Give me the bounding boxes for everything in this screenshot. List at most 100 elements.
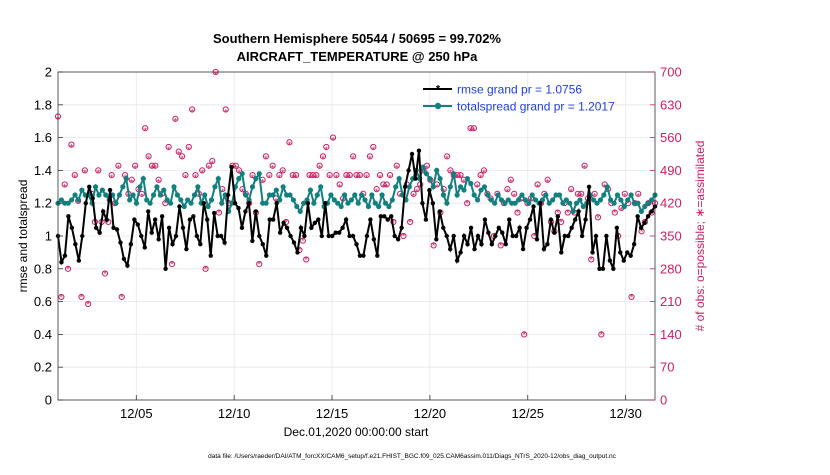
- obs-assimilated-point: *: [140, 192, 144, 202]
- spread-point: [123, 176, 129, 182]
- obs-possible-point: [262, 153, 270, 160]
- obs-possible-point: [470, 125, 477, 132]
- rmse-point: [395, 237, 401, 242]
- obs-assimilated-point: *: [445, 154, 449, 164]
- obs-assimilated-point: *: [412, 192, 416, 202]
- obs-assimilated-point: *: [335, 173, 339, 183]
- obs-possible-point: [329, 134, 337, 141]
- rmse-point: [90, 196, 95, 201]
- obs-assimilated-point: *: [455, 173, 459, 183]
- obs-assimilated-point: *: [331, 135, 335, 145]
- obs-assimilated-point: *: [590, 255, 594, 265]
- obs-assimilated-point: *: [623, 192, 627, 202]
- rmse-point: [100, 209, 106, 214]
- spread-point: [239, 171, 245, 177]
- spread-point: [69, 197, 75, 203]
- rmse-point: [413, 176, 418, 181]
- spread-point: [335, 200, 341, 206]
- rmse-point: [205, 217, 210, 222]
- spread-point: [451, 171, 457, 177]
- rmse-point: [625, 250, 630, 255]
- rmse-point: [507, 217, 512, 222]
- obs-assimilated-point: *: [288, 140, 292, 150]
- rmse-point: [177, 204, 182, 209]
- spread-point: [341, 192, 348, 198]
- obs-possible-point: [168, 261, 176, 268]
- obs-assimilated-point: *: [402, 232, 406, 242]
- rmse-point: [534, 237, 540, 242]
- obs-assimilated-point: *: [372, 145, 376, 155]
- obs-possible-point: [504, 186, 511, 193]
- obs-possible-point: [511, 190, 518, 197]
- rmse-point: [385, 217, 390, 222]
- chart-title: Southern Hemisphere 50544 / 50695 = 99.7…: [213, 31, 501, 46]
- spread-point: [280, 184, 286, 190]
- rmse-point: [465, 242, 470, 247]
- obs-assimilated-point: *: [620, 206, 624, 216]
- spread-point: [202, 192, 208, 198]
- spread-point: [447, 184, 453, 190]
- spread-point: [389, 197, 395, 203]
- spread-point: [99, 187, 105, 193]
- obs-possible-point: [480, 167, 488, 174]
- rmse-point: [270, 217, 276, 222]
- rmse-point: [343, 217, 349, 222]
- rmse-point: [427, 187, 432, 193]
- spread-point: [546, 200, 552, 206]
- spread-point: [430, 184, 436, 190]
- rmse-point: [152, 217, 158, 222]
- rmse-point: [156, 237, 161, 242]
- obs-possible-point: [182, 171, 189, 179]
- obs-possible-point: [78, 293, 85, 301]
- obs-possible-point: [95, 167, 102, 174]
- obs-assimilated-point: *: [593, 192, 597, 202]
- rmse-point: [378, 214, 383, 219]
- obs-possible-point: [621, 190, 628, 197]
- rmse-point: [402, 184, 408, 189]
- rmse-point: [104, 217, 109, 222]
- obs-possible-point: [142, 125, 149, 132]
- obs-possible-point: [209, 157, 216, 165]
- obs-assimilated-point: *: [475, 182, 479, 192]
- rmse-point: [545, 242, 550, 247]
- obs-possible-point: [514, 209, 521, 216]
- obs-possible-point: [303, 256, 310, 263]
- obs-assimilated-point: *: [385, 182, 389, 192]
- obs-possible-point: [316, 162, 323, 169]
- obs-assimilated-point: *: [425, 164, 429, 174]
- rmse-point: [645, 214, 651, 219]
- obs-assimilated-point: *: [579, 192, 583, 202]
- y-tick-label-right: 420: [660, 196, 682, 211]
- obs-assimilated-point: *: [345, 173, 349, 183]
- spread-point: [314, 192, 320, 198]
- obs-possible-point: [85, 300, 92, 308]
- rmse-point: [513, 233, 519, 239]
- x-tick-label: 12/10: [218, 406, 251, 421]
- obs-assimilated-point: *: [368, 154, 372, 164]
- rmse-point: [520, 246, 526, 252]
- obs-assimilated-point: *: [382, 182, 386, 192]
- spread-point: [611, 200, 617, 206]
- obs-assimilated-point: *: [449, 168, 453, 178]
- spread-point: [427, 176, 433, 182]
- obs-assimilated-point: *: [613, 208, 617, 218]
- spread-point: [297, 208, 303, 214]
- obs-assimilated-point: *: [76, 199, 80, 209]
- rmse-point: [586, 184, 592, 189]
- obs-assimilated-point: *: [536, 182, 540, 192]
- spread-point: [318, 184, 324, 190]
- obs-assimilated-point: *: [499, 241, 503, 251]
- rmse-point: [493, 233, 498, 239]
- spread-point: [355, 200, 361, 206]
- spread-point: [92, 184, 99, 190]
- rmse-point: [281, 220, 286, 226]
- rmse-point: [87, 184, 92, 189]
- rmse-point: [93, 225, 99, 230]
- obs-assimilated-point: *: [237, 168, 241, 178]
- spread-point: [127, 197, 133, 203]
- obs-assimilated-point: *: [465, 199, 469, 209]
- obs-possible-point: [61, 181, 68, 188]
- obs-assimilated-point: *: [66, 264, 70, 274]
- spread-point: [191, 192, 198, 198]
- rmse-point: [149, 230, 154, 235]
